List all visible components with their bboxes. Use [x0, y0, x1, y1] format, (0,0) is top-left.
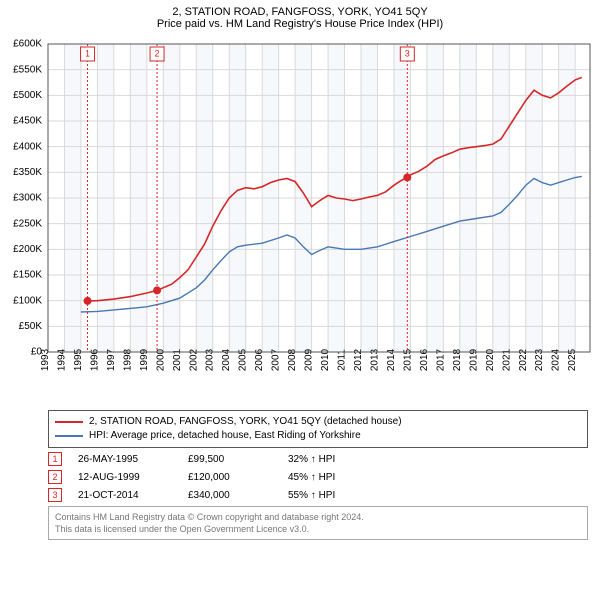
svg-text:£600K: £600K: [13, 39, 42, 50]
svg-text:1: 1: [85, 48, 90, 58]
chart-svg: £0£50K£100K£150K£200K£250K£300K£350K£400…: [0, 34, 600, 404]
event-marker-icon: 3: [48, 488, 62, 502]
title-subtitle: Price paid vs. HM Land Registry's House …: [0, 18, 600, 30]
event-date: 21-OCT-2014: [78, 490, 188, 501]
svg-text:£550K: £550K: [13, 64, 42, 75]
svg-text:£500K: £500K: [13, 90, 42, 101]
event-row: 3 21-OCT-2014£340,00055% ↑ HPI: [48, 488, 588, 502]
svg-text:£450K: £450K: [13, 116, 42, 127]
svg-text:£100K: £100K: [13, 295, 42, 306]
events-list: 1 26-MAY-1995£99,50032% ↑ HPI 2 12-AUG-1999…: [48, 452, 588, 502]
legend-label-hpi: HPI: Average price, detached house, East…: [89, 429, 361, 443]
event-pct: 45% ↑ HPI: [288, 472, 335, 483]
event-price: £99,500: [188, 454, 288, 465]
svg-text:3: 3: [405, 48, 410, 58]
svg-text:£400K: £400K: [13, 141, 42, 152]
legend-label-property: 2, STATION ROAD, FANGFOSS, YORK, YO41 5Q…: [89, 415, 402, 429]
event-pct: 55% ↑ HPI: [288, 490, 335, 501]
event-date: 12-AUG-1999: [78, 472, 188, 483]
svg-text:£350K: £350K: [13, 167, 42, 178]
legend: 2, STATION ROAD, FANGFOSS, YORK, YO41 5Q…: [48, 410, 588, 448]
event-marker-icon: 2: [48, 470, 62, 484]
credits-line2: This data is licensed under the Open Gov…: [55, 523, 581, 535]
legend-swatch-hpi: [55, 435, 83, 437]
event-marker-icon: 1: [48, 452, 62, 466]
credits-line1: Contains HM Land Registry data © Crown c…: [55, 511, 581, 523]
chart-area: £0£50K£100K£150K£200K£250K£300K£350K£400…: [0, 34, 600, 404]
legend-row-hpi: HPI: Average price, detached house, East…: [55, 429, 581, 443]
title-block: 2, STATION ROAD, FANGFOSS, YORK, YO41 5Q…: [0, 0, 600, 34]
svg-text:£150K: £150K: [13, 270, 42, 281]
figure-container: 2, STATION ROAD, FANGFOSS, YORK, YO41 5Q…: [0, 0, 600, 590]
svg-text:2: 2: [155, 48, 160, 58]
svg-text:£200K: £200K: [13, 244, 42, 255]
legend-swatch-property: [55, 421, 83, 423]
svg-text:£250K: £250K: [13, 218, 42, 229]
event-date: 26-MAY-1995: [78, 454, 188, 465]
legend-row-property: 2, STATION ROAD, FANGFOSS, YORK, YO41 5Q…: [55, 415, 581, 429]
svg-text:£300K: £300K: [13, 193, 42, 204]
event-pct: 32% ↑ HPI: [288, 454, 335, 465]
event-row: 1 26-MAY-1995£99,50032% ↑ HPI: [48, 452, 588, 466]
credits-box: Contains HM Land Registry data © Crown c…: [48, 506, 588, 540]
title-address: 2, STATION ROAD, FANGFOSS, YORK, YO41 5Q…: [0, 6, 600, 18]
event-price: £120,000: [188, 472, 288, 483]
event-price: £340,000: [188, 490, 288, 501]
svg-text:£50K: £50K: [19, 321, 43, 332]
event-row: 2 12-AUG-1999£120,00045% ↑ HPI: [48, 470, 588, 484]
